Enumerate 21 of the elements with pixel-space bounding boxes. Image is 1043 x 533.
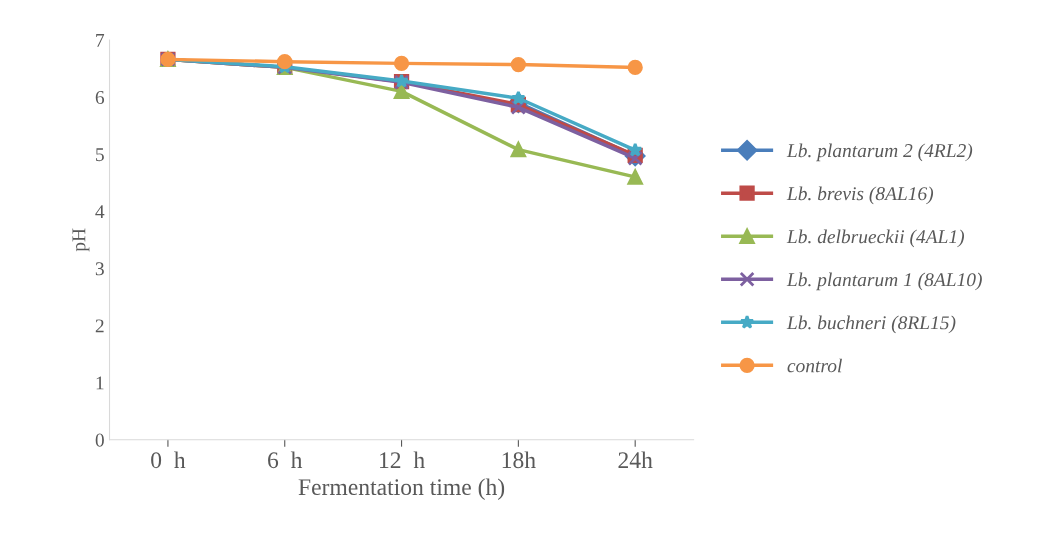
y-tick-label: 0 bbox=[95, 433, 104, 447]
y-tick-label: 7 bbox=[96, 33, 105, 47]
y-tick-label: 1 bbox=[96, 376, 104, 390]
legend-label: Lb. brevis (8AL16) bbox=[786, 186, 934, 205]
y-tick-label: 2 bbox=[95, 319, 104, 333]
x-tick-label: 12 h bbox=[380, 451, 425, 468]
x-tick-label: 6 h bbox=[268, 451, 303, 469]
x-axis-title: Fermentation time (h) bbox=[298, 478, 505, 500]
legend-label: Lb. buchneri (8RL15) bbox=[786, 315, 956, 334]
y-tick-label: 6 bbox=[95, 90, 105, 105]
legend-label: control bbox=[787, 358, 842, 373]
y-tick-label: 3 bbox=[95, 262, 104, 276]
y-tick-label: 5 bbox=[96, 148, 104, 162]
legend-label: Lb. plantarum 1 (8AL10) bbox=[786, 272, 982, 291]
y-axis-title: pH bbox=[72, 228, 90, 252]
legend-label: Lb. plantarum 2 (4RL2) bbox=[786, 143, 973, 162]
x-tick-label: 18h bbox=[502, 451, 536, 469]
y-tick-label: 4 bbox=[95, 205, 105, 219]
x-tick-label: 0 h bbox=[151, 451, 186, 469]
x-tick-label: 24h bbox=[618, 451, 653, 468]
legend-label: Lb. delbrueckii (4AL1) bbox=[786, 229, 965, 248]
